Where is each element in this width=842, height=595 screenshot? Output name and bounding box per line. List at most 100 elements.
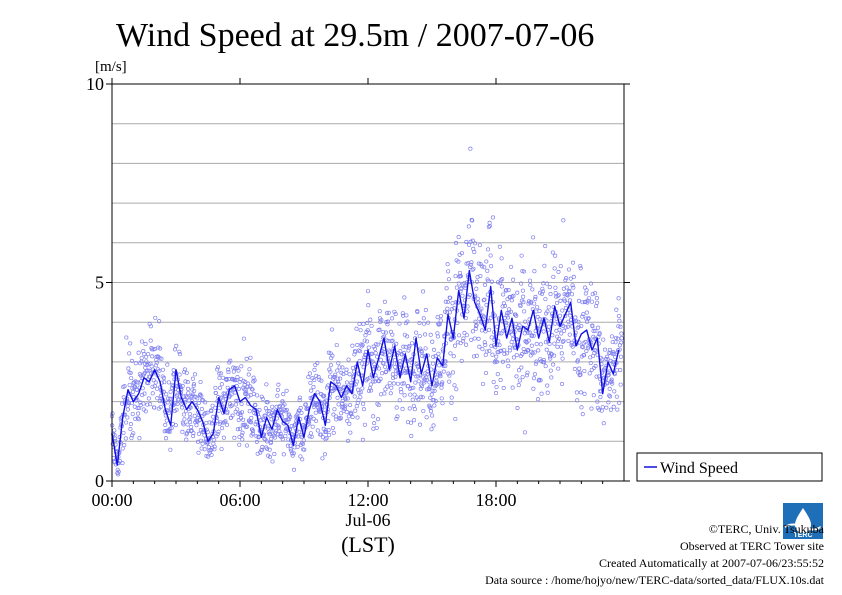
data-point (598, 395, 603, 400)
observation-site-text: Observed at TERC Tower site (679, 539, 824, 553)
data-point (314, 373, 319, 378)
data-point (593, 291, 598, 296)
data-point (423, 332, 428, 337)
data-point (509, 298, 514, 303)
data-point (480, 381, 485, 387)
data-point (360, 386, 365, 391)
data-point (131, 431, 136, 436)
data-point (505, 315, 511, 320)
data-point (510, 385, 515, 390)
data-point (618, 354, 623, 359)
data-point (394, 416, 399, 421)
data-point (219, 447, 224, 452)
data-point (482, 282, 488, 287)
data-point (356, 397, 361, 403)
data-point (339, 411, 344, 416)
data-point (585, 300, 590, 305)
data-point (188, 415, 193, 420)
data-point (162, 380, 167, 385)
data-point (479, 328, 484, 333)
data-point (186, 391, 191, 396)
data-point (469, 217, 474, 223)
data-point (498, 377, 503, 383)
data-point (520, 375, 525, 380)
data-point (597, 407, 602, 412)
data-point (435, 334, 440, 339)
data-point (343, 403, 348, 408)
data-point (489, 335, 494, 340)
data-point (367, 330, 372, 335)
data-point (205, 410, 210, 415)
data-point (432, 388, 437, 393)
data-point (441, 369, 446, 374)
data-point (363, 333, 368, 338)
data-point (267, 454, 273, 460)
data-point (244, 390, 249, 395)
data-point (393, 374, 398, 379)
data-point (213, 385, 218, 390)
data-point (575, 325, 580, 330)
data-point (397, 359, 403, 364)
data-point (521, 269, 526, 274)
data-point (588, 281, 594, 286)
data-point (576, 319, 581, 324)
data-point (112, 428, 117, 433)
data-point (468, 239, 473, 244)
data-point (246, 372, 251, 377)
data-point (372, 346, 377, 351)
data-point (164, 392, 169, 397)
data-point (247, 409, 252, 414)
data-point (284, 388, 289, 393)
data-point (313, 410, 318, 415)
data-point (195, 396, 200, 401)
data-point (431, 354, 436, 359)
data-point (313, 362, 318, 368)
data-point (476, 261, 481, 266)
data-point (324, 385, 330, 390)
data-point (502, 303, 508, 308)
data-point (367, 386, 373, 391)
data-point (405, 319, 410, 324)
data-point (457, 333, 462, 338)
data-point (279, 409, 284, 414)
data-point (475, 279, 480, 284)
data-point (210, 403, 215, 408)
data-point (449, 307, 455, 312)
data-point (185, 422, 190, 427)
data-point (560, 339, 565, 344)
data-point (219, 382, 224, 387)
data-point (249, 415, 254, 421)
data-point (181, 412, 186, 417)
data-point (451, 354, 456, 359)
data-point (204, 420, 209, 425)
data-point (287, 417, 292, 422)
y-tick-label: 10 (86, 74, 104, 94)
data-point (471, 354, 477, 359)
data-point (381, 361, 386, 366)
data-point (203, 400, 208, 405)
data-point (258, 450, 263, 455)
data-point (381, 330, 386, 335)
data-point (220, 375, 225, 380)
data-point (439, 382, 445, 387)
data-point (428, 332, 433, 337)
data-point (134, 380, 139, 385)
data-point (419, 384, 425, 389)
data-point (327, 367, 332, 372)
data-point (126, 366, 131, 371)
x-axis-date: Jul-06 (346, 510, 391, 530)
data-point (225, 409, 230, 414)
data-point (237, 379, 242, 384)
data-point (218, 420, 223, 425)
data-point (555, 344, 560, 349)
data-point (616, 313, 621, 319)
data-point (395, 381, 401, 386)
data-point (349, 381, 354, 386)
data-point (580, 345, 586, 350)
data-point (515, 290, 520, 295)
data-point (406, 384, 411, 389)
data-point (456, 281, 461, 286)
data-point (385, 322, 390, 327)
data-point (135, 405, 140, 411)
